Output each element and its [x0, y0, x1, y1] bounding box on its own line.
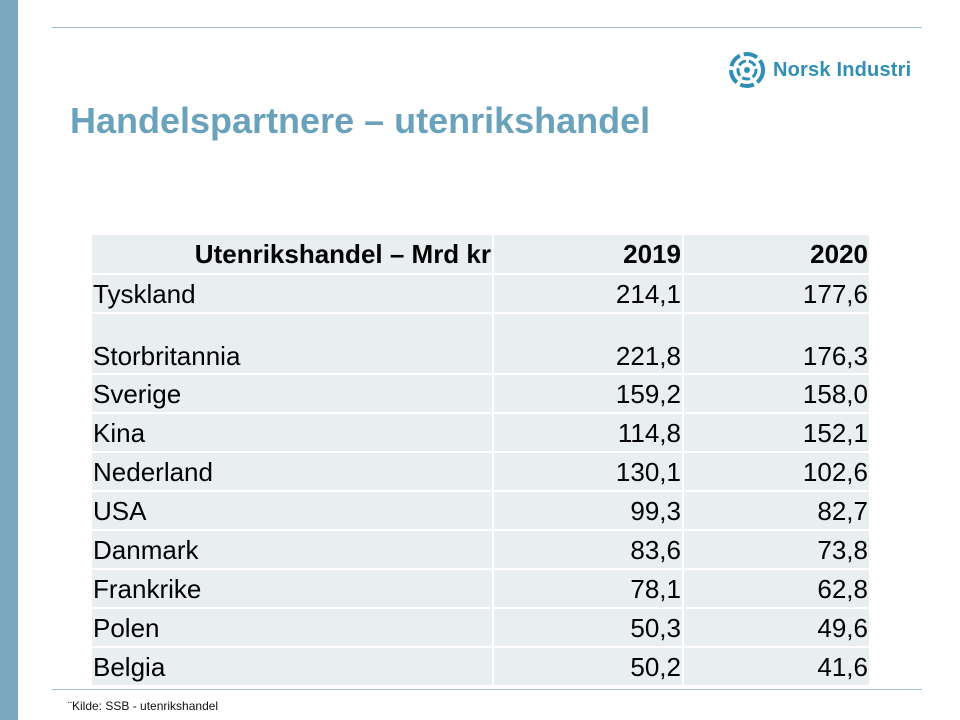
- value-2019-cell: 130,1: [493, 452, 684, 492]
- table-row: Belgia 50,2 41,6: [92, 647, 871, 687]
- trade-table: Utenrikshandel – Mrd kr 2019 2020 Tyskla…: [92, 235, 871, 687]
- table-row: Storbritannia 221,8 176,3: [92, 313, 871, 375]
- value-2020-cell: 152,1: [683, 413, 871, 453]
- value-2019-cell: 214,1: [493, 274, 684, 314]
- value-2020-cell: 49,6: [683, 608, 871, 648]
- source-note: ¨Kilde: SSB - utenrikshandel: [68, 699, 219, 713]
- country-cell: Belgia: [92, 647, 494, 687]
- value-2020-cell: 41,6: [683, 647, 871, 687]
- column-header-country: Utenrikshandel – Mrd kr: [92, 235, 494, 275]
- value-2020-cell: 158,0: [683, 374, 871, 414]
- table-row: Danmark 83,6 73,8: [92, 530, 871, 570]
- country-cell: Nederland: [92, 452, 494, 492]
- value-2019-cell: 159,2: [493, 374, 684, 414]
- column-header-2020: 2020: [683, 235, 871, 275]
- logo-text: Norsk Industri: [773, 58, 912, 81]
- country-cell: Tyskland: [92, 274, 494, 314]
- table-row: Kina 114,8 152,1: [92, 413, 871, 453]
- country-cell: Frankrike: [92, 569, 494, 609]
- value-2019-cell: 50,3: [493, 608, 684, 648]
- table-row: Sverige 159,2 158,0: [92, 374, 871, 414]
- country-cell: Polen: [92, 608, 494, 648]
- slide-title: Handelspartnere – utenrikshandel: [70, 100, 651, 141]
- top-divider: [52, 27, 922, 28]
- country-cell: USA: [92, 491, 494, 531]
- column-header-2019: 2019: [493, 235, 684, 275]
- table-row: USA 99,3 82,7: [92, 491, 871, 531]
- value-2020-cell: 82,7: [683, 491, 871, 531]
- value-2020-cell: 176,3: [683, 313, 871, 375]
- country-cell: Storbritannia: [92, 313, 494, 375]
- country-cell: Sverige: [92, 374, 494, 414]
- value-2019-cell: 99,3: [493, 491, 684, 531]
- value-2019-cell: 83,6: [493, 530, 684, 570]
- value-2020-cell: 62,8: [683, 569, 871, 609]
- value-2019-cell: 114,8: [493, 413, 684, 453]
- norsk-industri-logo-icon: [729, 52, 765, 88]
- left-accent-bar: [0, 0, 18, 720]
- value-2020-cell: 102,6: [683, 452, 871, 492]
- value-2020-cell: 177,6: [683, 274, 871, 314]
- norsk-industri-logo: Norsk Industri: [727, 50, 911, 90]
- country-cell: Danmark: [92, 530, 494, 570]
- value-2019-cell: 50,2: [493, 647, 684, 687]
- bottom-divider: [52, 689, 922, 690]
- table-row: Frankrike 78,1 62,8: [92, 569, 871, 609]
- table-row: Tyskland 214,1 177,6: [92, 274, 871, 314]
- country-cell: Kina: [92, 413, 494, 453]
- value-2020-cell: 73,8: [683, 530, 871, 570]
- value-2019-cell: 78,1: [493, 569, 684, 609]
- table-row: Nederland 130,1 102,6: [92, 452, 871, 492]
- table-header-row: Utenrikshandel – Mrd kr 2019 2020: [92, 235, 871, 275]
- table-row: Polen 50,3 49,6: [92, 608, 871, 648]
- value-2019-cell: 221,8: [493, 313, 684, 375]
